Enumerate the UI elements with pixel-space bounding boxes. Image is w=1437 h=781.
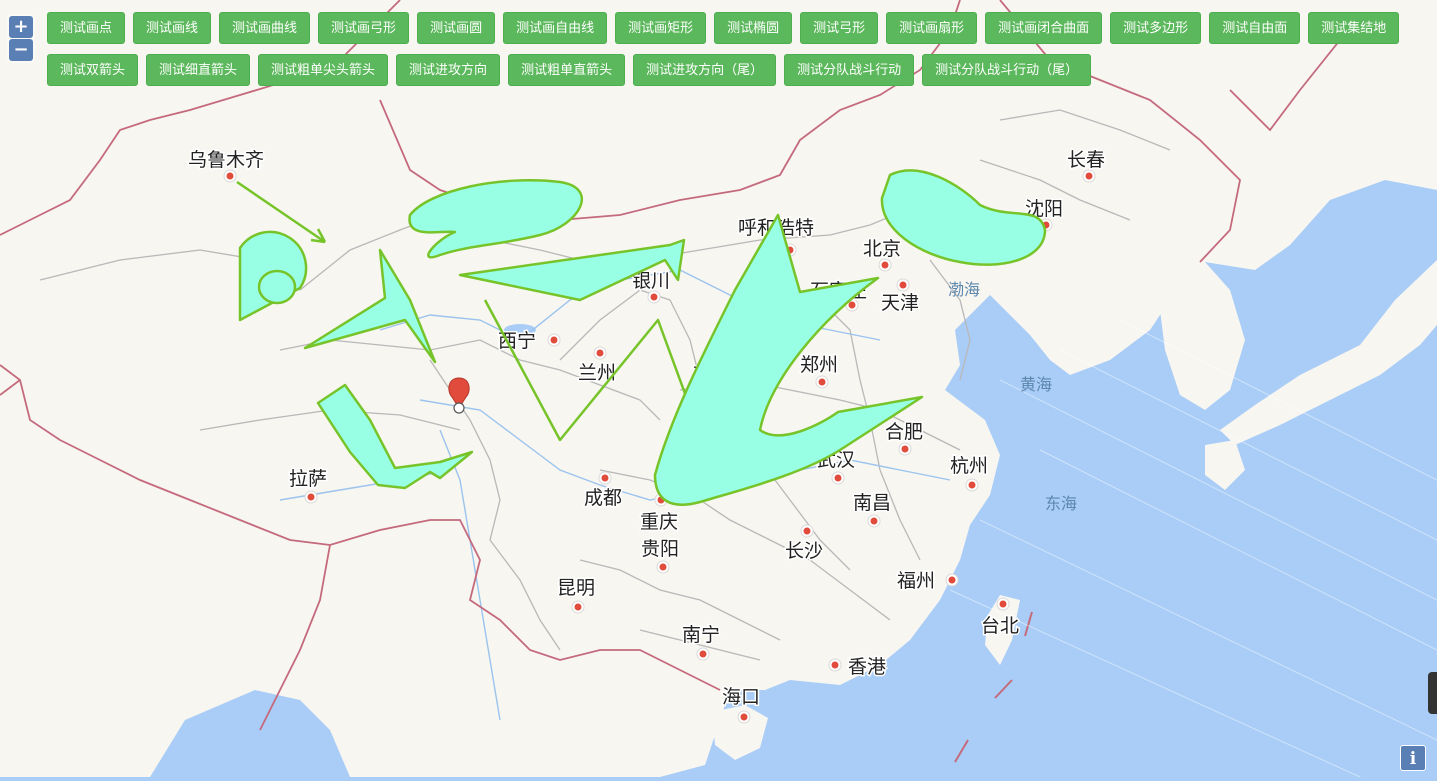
city-markers [223,169,1096,724]
zoom-control: + − [7,14,35,63]
zoom-out-button[interactable]: − [9,39,33,61]
draw-ellipse-button[interactable]: 测试椭圆 [714,12,793,44]
unit-combat-action-button[interactable]: 测试分队战斗行动 [784,54,915,86]
city-label: 南宁 [682,624,720,646]
city-marker-dot [307,493,315,501]
side-panel-handle[interactable] [1428,672,1437,714]
city-marker-dot [550,336,558,344]
draw-freeform-surface-button[interactable]: 测试自由面 [1209,12,1301,44]
draw-assembly-area-button[interactable]: 测试集结地 [1308,12,1400,44]
city-marker-dot [848,301,856,309]
draw-freeline-button[interactable]: 测试画自由线 [503,12,608,44]
land-japan [1220,260,1437,445]
land-korea [1160,262,1245,410]
city-label: 合肥 [885,421,923,443]
attack-direction-tail-button[interactable]: 测试进攻方向（尾） [633,54,777,86]
city-label: 长沙 [785,540,823,562]
draw-bow-button[interactable]: 测试弓形 [800,12,879,44]
double-arrow[interactable] [303,248,437,364]
city-marker-dot [901,445,909,453]
land-kyushu [1205,440,1245,490]
land-northeast [1060,230,1160,300]
sea-label: 东海 [1045,494,1077,513]
city-label: 成都 [584,487,622,509]
city-label: 乌鲁木齐 [188,149,264,171]
city-label: 海口 [722,686,760,708]
city-marker-dot [948,576,956,584]
sea-label: 黄海 [1020,375,1052,394]
city-marker-dot [870,517,878,525]
city-label: 香港 [848,656,886,678]
city-label: 长春 [1067,149,1105,171]
zoom-in-button[interactable]: + [9,16,33,38]
thick-straight-arrow-button[interactable]: 测试粗单直箭头 [508,54,626,86]
city-marker-dot [740,713,748,721]
city-marker-dot [818,378,826,386]
draw-polygon-button[interactable]: 测试多边形 [1110,12,1202,44]
city-marker-dot [650,293,658,301]
city-marker-dot [831,661,839,669]
city-label: 重庆 [640,511,678,533]
freeform-surface[interactable] [880,169,1047,266]
city-marker-dot [968,481,976,489]
city-label: 南昌 [853,492,891,514]
drawing-toolbar: 测试画点 测试画线 测试画曲线 测试画弓形 测试画圆 测试画自由线 测试画矩形 测试椭圆 测试弓… [47,12,1432,96]
city-label: 杭州 [950,455,988,477]
city-label: 台北 [981,615,1019,637]
track-lines [954,611,1033,763]
draw-closed-curve-button[interactable]: 测试画闭合曲面 [985,12,1103,44]
city-marker-dot [574,603,582,611]
double-arrow-button[interactable]: 测试双箭头 [47,54,139,86]
thin-straight-arrow[interactable] [236,180,327,244]
closed-curve-shape[interactable] [408,179,583,259]
city-marker-dot [1085,172,1093,180]
draw-sector-button[interactable]: 测试画扇形 [886,12,978,44]
city-marker-dot [601,474,609,482]
land-hainan [712,705,768,760]
land-taiwan [985,595,1020,665]
city-marker-dot [226,172,234,180]
unit-combat-action-tail-button[interactable]: 测试分队战斗行动（尾） [922,54,1092,86]
shipping-lines [949,319,1437,778]
city-marker-dot [803,527,811,535]
city-label: 天津 [881,292,919,314]
attack-direction-button[interactable]: 测试进攻方向 [396,54,501,86]
thick-single-arrow[interactable] [458,238,686,302]
city-label: 郑州 [800,354,838,376]
draw-arc-button[interactable]: 测试画弓形 [318,12,410,44]
thick-single-pointed-arrow-button[interactable]: 测试粗单尖头箭头 [258,54,389,86]
city-marker-dot [834,474,842,482]
sea-bay-of-bengal [150,690,350,777]
city-marker-dot [999,600,1007,608]
city-label: 兰州 [578,362,616,384]
draw-rectangle-button[interactable]: 测试画矩形 [615,12,707,44]
combat-action-line[interactable] [483,299,707,449]
location-marker[interactable] [448,377,470,414]
city-marker-dot [699,650,707,658]
province-borders [39,109,1171,661]
city-label: 北京 [863,238,901,260]
sector-inner-circle[interactable] [257,269,297,305]
city-label: 福州 [897,570,935,592]
city-marker-dot [659,563,667,571]
city-marker-dot [881,261,889,269]
city-label: 昆明 [557,577,595,599]
unit-combat-action[interactable] [653,213,924,506]
drawn-shapes[interactable] [236,169,1047,506]
draw-curve-button[interactable]: 测试画曲线 [219,12,311,44]
city-marker-dot [899,281,907,289]
city-marker-dot [596,349,604,357]
draw-point-button[interactable]: 测试画点 [47,12,126,44]
draw-circle-button[interactable]: 测试画圆 [417,12,496,44]
city-label: 拉萨 [289,468,327,490]
thin-straight-arrow-button[interactable]: 测试细直箭头 [146,54,251,86]
sea-label: 渤海 [948,280,980,299]
attack-direction-arrow[interactable] [316,383,474,490]
draw-line-button[interactable]: 测试画线 [133,12,212,44]
city-label: 贵阳 [641,538,679,560]
info-button[interactable]: i [1400,745,1426,771]
